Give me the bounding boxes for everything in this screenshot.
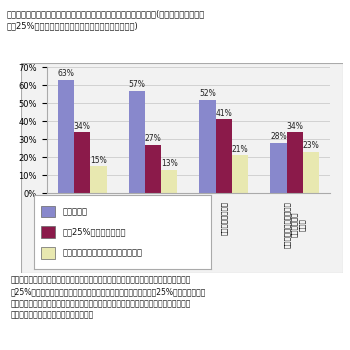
Text: 注　「自社実施率」は発明が自社の製品あるいは製造過程で利用されている割合。「上
位25%内の発明の割合」は、当該分野で国内の経済的な価値で上位25%に入ると発明: 注 「自社実施率」は発明が自社の製品あるいは製造過程で利用されている割合。「上 … xyxy=(10,275,206,320)
Bar xyxy=(41,247,55,259)
Text: 27%: 27% xyxy=(145,134,161,143)
Text: 上位25%内の発明の割合: 上位25%内の発明の割合 xyxy=(62,228,126,237)
Bar xyxy=(128,91,145,193)
Text: 34%: 34% xyxy=(286,121,303,131)
Text: 41%: 41% xyxy=(216,109,232,118)
FancyBboxPatch shape xyxy=(21,63,343,273)
Text: 28%: 28% xyxy=(270,132,287,141)
Bar xyxy=(74,132,90,193)
Bar xyxy=(41,226,55,238)
Bar xyxy=(90,166,107,193)
Bar xyxy=(270,143,287,193)
Text: 23%: 23% xyxy=(303,141,319,150)
Bar xyxy=(161,170,177,193)
Text: 57%: 57% xyxy=(128,80,145,89)
Text: 52%: 52% xyxy=(199,89,216,98)
Text: 34%: 34% xyxy=(74,121,91,131)
Bar xyxy=(145,145,161,193)
Bar xyxy=(199,100,216,193)
Bar xyxy=(232,155,248,193)
Text: 21%: 21% xyxy=(232,145,248,154)
Text: 15%: 15% xyxy=(90,156,107,165)
Text: 着想における科学技術論文の重要性: 着想における科学技術論文の重要性 xyxy=(62,248,142,257)
Text: 図２　コア事業における研究開発　対　それ以外の研究開発の特徴(発明の自社実施率、
上位25%の経済価値がある発明の割合、３極出願特許): 図２ コア事業における研究開発 対 それ以外の研究開発の特徴(発明の自社実施率、… xyxy=(7,9,205,30)
Text: 自社実施率: 自社実施率 xyxy=(62,207,87,216)
Bar xyxy=(287,132,303,193)
Bar xyxy=(58,80,74,193)
Text: 63%: 63% xyxy=(57,69,74,78)
Bar xyxy=(41,205,55,217)
Bar xyxy=(216,119,232,193)
Text: 13%: 13% xyxy=(161,159,178,168)
Bar xyxy=(303,152,319,193)
